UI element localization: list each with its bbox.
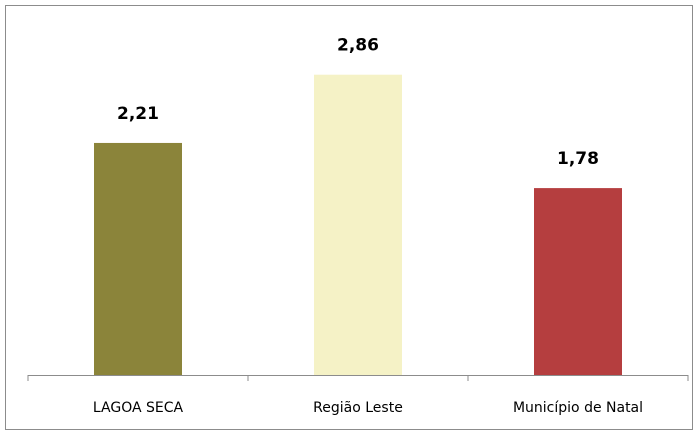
x-tick-label: Município de Natal <box>513 400 643 416</box>
value-label: 2,86 <box>337 36 379 56</box>
bar <box>94 142 182 375</box>
x-tick-label: Região Leste <box>313 400 403 416</box>
value-label: 1,78 <box>557 149 599 169</box>
bar <box>314 74 402 375</box>
value-label: 2,21 <box>117 104 159 124</box>
x-tick-label: LAGOA SECA <box>93 400 184 416</box>
bar <box>534 188 622 375</box>
